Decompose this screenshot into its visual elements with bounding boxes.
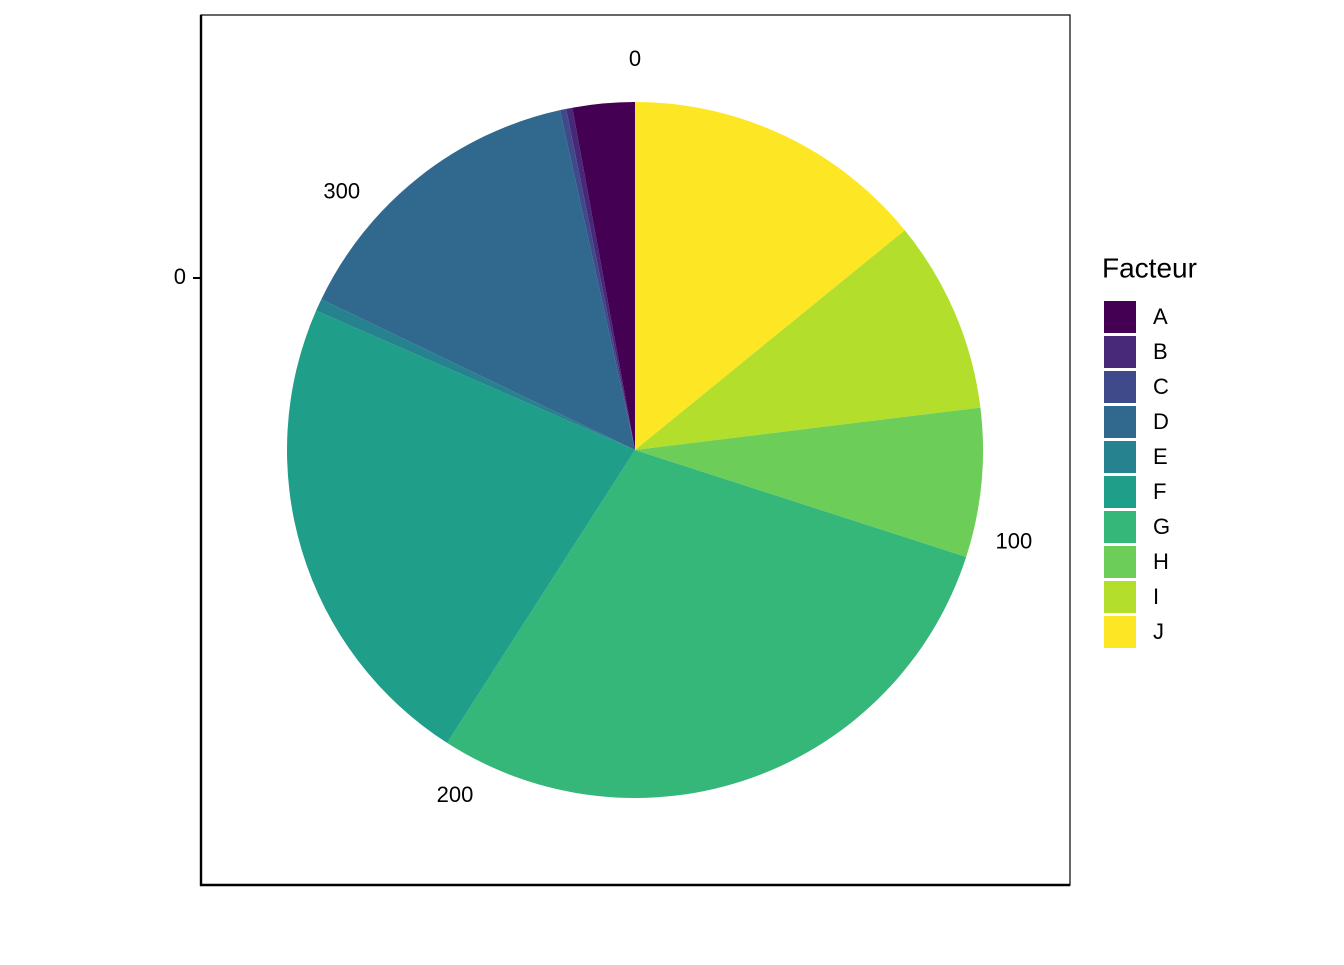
pie-slice [286, 310, 635, 743]
legend-key [1104, 616, 1136, 648]
pie-slice [635, 230, 981, 450]
legend-key [1104, 336, 1136, 368]
theta-tick-label: 300 [323, 179, 360, 204]
legend-label: A [1153, 304, 1168, 329]
legend-label: B [1153, 339, 1168, 364]
legend-key [1104, 511, 1136, 543]
theta-tick-label: 200 [437, 782, 474, 807]
pie-slice [572, 102, 635, 450]
legend-label: C [1153, 374, 1169, 399]
legend-title: Facteur [1102, 252, 1197, 283]
pie-slice [559, 108, 635, 450]
legend-label: E [1153, 444, 1168, 469]
legend-key [1104, 441, 1136, 473]
legend-label: G [1153, 514, 1170, 539]
legend-key [1104, 406, 1136, 438]
y-tick-label: 0 [174, 264, 186, 289]
pie-slice [321, 110, 635, 450]
theta-tick-label: 0 [629, 46, 641, 71]
legend-key [1104, 546, 1136, 578]
legend-key [1104, 581, 1136, 613]
pie-slice [316, 299, 635, 450]
legend-label: J [1153, 619, 1164, 644]
legend-key [1104, 476, 1136, 508]
legend-label: F [1153, 479, 1166, 504]
pie-slice [635, 407, 983, 557]
legend-key [1104, 301, 1136, 333]
pie-slice [447, 450, 967, 799]
legend-label: I [1153, 584, 1159, 609]
pie-slice [566, 107, 635, 450]
theta-tick-label: 100 [995, 528, 1032, 553]
legend-key [1104, 371, 1136, 403]
legend-label: D [1153, 409, 1169, 434]
pie-slice [635, 102, 905, 450]
legend-label: H [1153, 549, 1169, 574]
